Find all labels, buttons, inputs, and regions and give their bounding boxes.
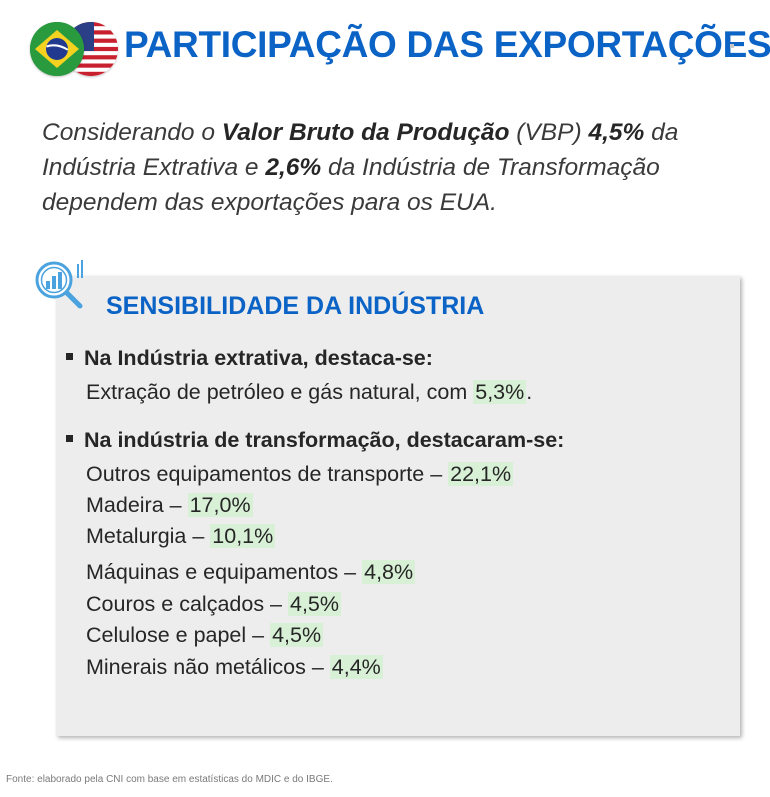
bullet-square-icon	[66, 352, 73, 360]
page-title: PARTICIPAÇÃO DAS EXPORTAÇÕES	[124, 24, 770, 65]
list-item: Madeira – 17,0%	[86, 489, 253, 521]
bullet-heading-transformacao: Na indústria de transformação, destacara…	[66, 428, 564, 453]
intro-paragraph: Considerando o Valor Bruto da Produção (…	[42, 115, 742, 220]
item-value-highlight: 4,4%	[329, 655, 383, 679]
decorative-dot	[730, 44, 734, 48]
item-label: Madeira –	[86, 493, 188, 517]
item-label: Máquinas e equipamentos –	[86, 560, 363, 584]
brazil-flag-icon	[30, 22, 84, 76]
intro-bold-vbp: Valor Bruto da Produção	[221, 119, 510, 146]
item-value-highlight: 10,1%	[210, 524, 276, 548]
list-item-extrativa: Extração de petróleo e gás natural, com …	[86, 376, 532, 408]
item-value-highlight: 5,3%	[473, 380, 527, 404]
intro-bold-transformacao-value: 2,6%	[265, 154, 322, 181]
item-label: Minerais não metálicos –	[86, 655, 330, 679]
item-suffix: .	[526, 380, 533, 404]
bullet-heading-text: Na indústria de transformação, destacara…	[84, 428, 565, 452]
bullet-heading-extrativa: Na Indústria extrativa, destaca-se:	[66, 346, 433, 371]
bullet-square-icon	[66, 434, 73, 442]
intro-text-1: Considerando o	[42, 119, 222, 146]
list-item: Couros e calçados – 4,5%	[86, 588, 341, 620]
item-value-highlight: 17,0%	[187, 493, 253, 517]
chart-magnifier-icon	[30, 254, 94, 318]
item-label: Extração de petróleo e gás natural, com	[86, 380, 474, 404]
item-label: Metalurgia –	[86, 524, 211, 548]
list-item: Metalurgia – 10,1%	[86, 520, 276, 552]
bullet-heading-text: Na Indústria extrativa, destaca-se:	[84, 346, 433, 370]
flags-group	[30, 22, 118, 78]
item-value-highlight: 4,5%	[270, 623, 324, 647]
list-item: Celulose e papel – 4,5%	[86, 619, 324, 651]
sensitivity-panel	[56, 276, 740, 736]
intro-text-2: (VBP)	[509, 119, 589, 146]
intro-bold-extrativa-value: 4,5%	[588, 119, 645, 146]
item-label: Celulose e papel –	[86, 623, 271, 647]
item-value-highlight: 22,1%	[448, 462, 514, 486]
item-value-highlight: 4,5%	[287, 592, 341, 616]
item-value-highlight: 4,8%	[362, 560, 416, 584]
item-label: Outros equipamentos de transporte –	[86, 462, 449, 486]
intro-text-3: da Indústria Extrativa e	[42, 119, 679, 181]
list-item: Minerais não metálicos – 4,4%	[86, 651, 383, 683]
panel-title: SENSIBILIDADE DA INDÚSTRIA	[106, 292, 485, 320]
list-item: Máquinas e equipamentos – 4,8%	[86, 556, 416, 588]
item-label: Couros e calçados –	[86, 592, 288, 616]
intro-text-4: da Indústria de Transformação dependem d…	[42, 154, 660, 216]
list-item: Outros equipamentos de transporte – 22,1…	[86, 458, 514, 490]
source-note: Fonte: elaborado pela CNI com base em es…	[6, 774, 333, 785]
